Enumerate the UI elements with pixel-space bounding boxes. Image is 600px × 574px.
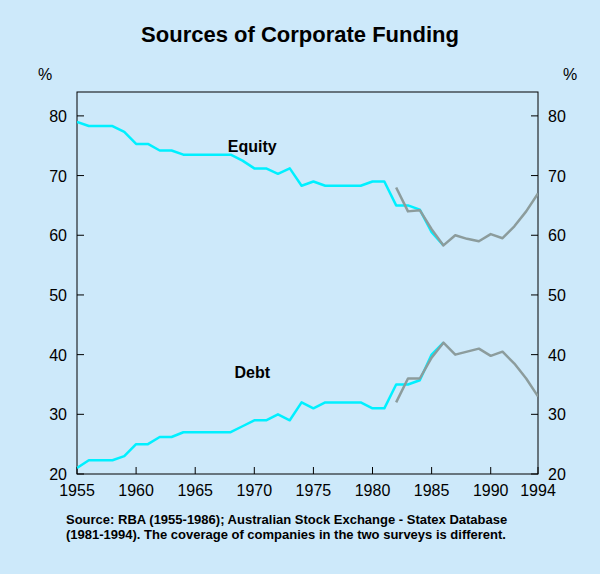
x-tick-label: 1955 (59, 482, 95, 499)
x-tick-label: 1975 (296, 482, 332, 499)
y2-tick (531, 235, 538, 236)
y2-tick-label: 50 (548, 287, 566, 304)
x-tick (538, 467, 539, 474)
y2-tick-label: 20 (548, 466, 566, 483)
y-axis-label: % (38, 66, 52, 83)
series-line (396, 188, 538, 246)
y2-tick-label: 80 (548, 108, 566, 125)
y2-tick (531, 474, 538, 475)
y-tick-label: 70 (49, 168, 67, 185)
y-tick-label: 20 (49, 466, 67, 483)
y-tick (77, 175, 84, 176)
x-tick-label: 1980 (355, 482, 391, 499)
y-tick (77, 354, 84, 355)
series-line (77, 343, 443, 468)
y2-tick-label: 30 (548, 406, 566, 423)
y2-tick (531, 175, 538, 176)
y2-tick (531, 115, 538, 116)
x-tick (136, 467, 137, 474)
y2-tick-label: 70 (548, 168, 566, 185)
x-tick-label: 1960 (118, 482, 154, 499)
y-tick (77, 235, 84, 236)
series-label: Equity (228, 138, 277, 155)
x-tick (490, 467, 491, 474)
y-tick (77, 294, 84, 295)
y-tick-label: 60 (49, 227, 67, 244)
y-tick-label: 40 (49, 347, 67, 364)
y2-tick (531, 354, 538, 355)
x-tick (313, 467, 314, 474)
y-tick-label: 30 (49, 406, 67, 423)
title: Sources of Corporate Funding (141, 22, 459, 47)
y-tick (77, 115, 84, 116)
y-tick (77, 474, 84, 475)
series-label: Debt (235, 364, 271, 381)
chart: Sources of Corporate Funding%% 20 30 40 50 60… (0, 0, 600, 510)
y2-tick (531, 294, 538, 295)
y-tick-label: 80 (49, 108, 67, 125)
x-tick (431, 467, 432, 474)
y2-tick (531, 414, 538, 415)
plot-area (77, 122, 538, 468)
x-tick-label: 1970 (237, 482, 273, 499)
x-tick (195, 467, 196, 474)
x-tick (254, 467, 255, 474)
series-line (77, 122, 443, 246)
y2-axis-label: % (563, 66, 577, 83)
series-line (396, 343, 538, 403)
y-tick (77, 414, 84, 415)
x-tick-label: 1985 (414, 482, 450, 499)
source-note: Source: RBA (1955-1986); Australian Stoc… (66, 512, 546, 542)
x-tick-label: 1990 (473, 482, 509, 499)
x-tick-label: 1965 (177, 482, 213, 499)
plot-frame (77, 92, 538, 474)
y2-tick-label: 60 (548, 227, 566, 244)
y2-tick-label: 40 (548, 347, 566, 364)
x-tick (372, 467, 373, 474)
y-tick-label: 50 (49, 287, 67, 304)
x-tick-label: 1994 (520, 482, 556, 499)
